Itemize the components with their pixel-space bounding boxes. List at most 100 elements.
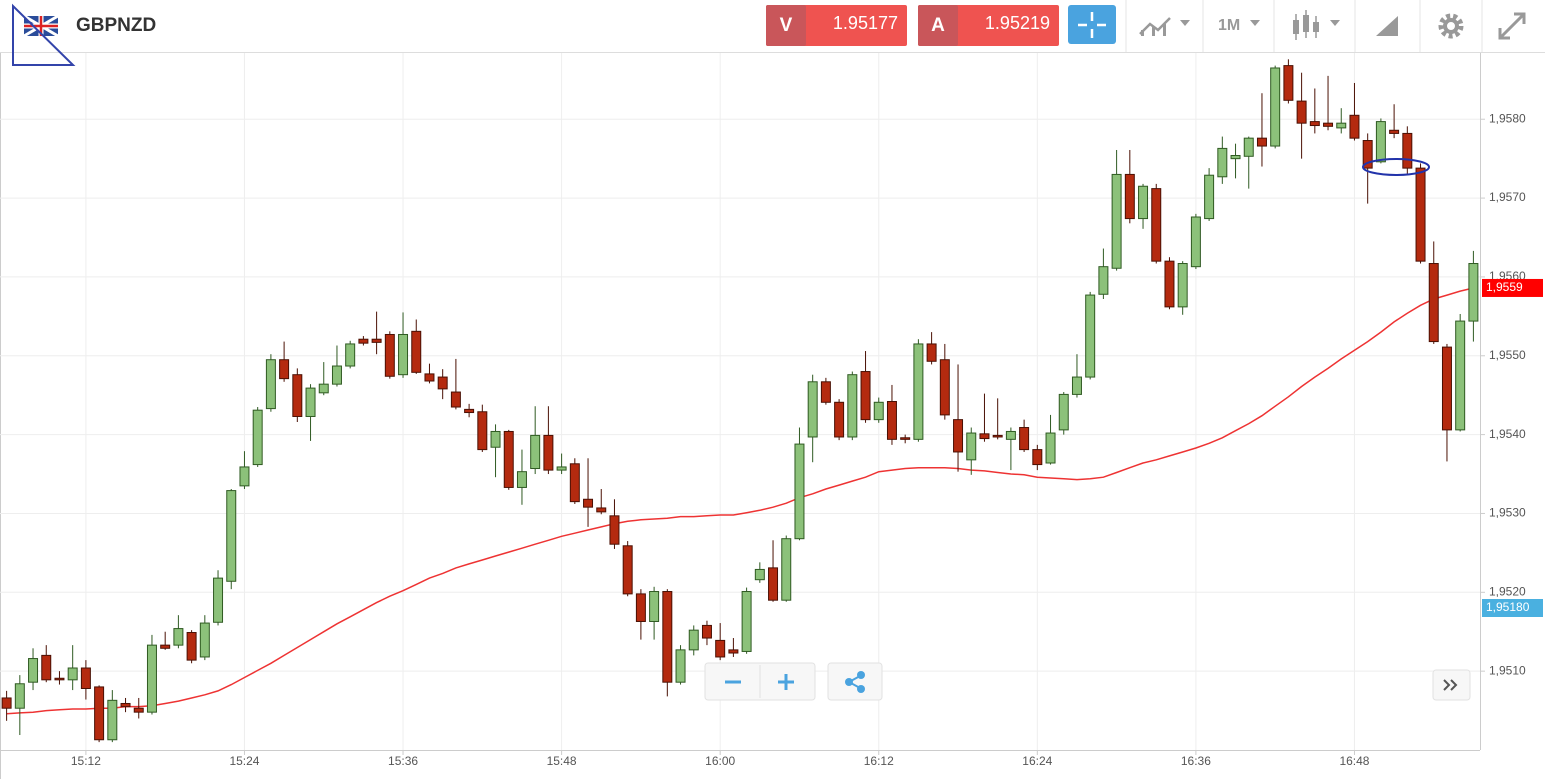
toolbar-icons: 1M [1125, 0, 1526, 52]
moving-average-line [6, 287, 1474, 715]
candle-body [1323, 122, 1334, 127]
candle-body [1336, 122, 1347, 129]
candle-body [1124, 173, 1135, 220]
candle-body [450, 391, 461, 408]
price-tag-box [1482, 278, 1543, 297]
drawing-button[interactable] [1376, 16, 1398, 36]
candle-body [398, 333, 409, 376]
candle-body [1032, 449, 1043, 466]
candle-body [424, 373, 435, 382]
settings-button[interactable] [1438, 13, 1464, 39]
candle-body [807, 381, 818, 438]
fullscreen-button[interactable] [1498, 12, 1526, 40]
candle-body [583, 498, 594, 508]
x-tick-label: 16:12 [864, 754, 894, 768]
candle-body [14, 683, 25, 709]
y-tick-label: 1,9530 [1489, 506, 1526, 520]
candle-body [1204, 174, 1215, 220]
candle-body [1138, 185, 1149, 220]
price-tag-label: 1,9559 [1486, 280, 1523, 294]
timeframe-button[interactable]: 1M [1218, 17, 1260, 34]
candle-body [688, 629, 699, 651]
candle-body [556, 466, 567, 471]
candle-body [715, 639, 726, 658]
candle-body [569, 463, 580, 503]
ellipse-annotation [1362, 158, 1430, 176]
candle-body [1256, 137, 1267, 147]
scroll-end-button[interactable] [1432, 669, 1471, 701]
sell-button[interactable]: V 1.95177 [766, 5, 907, 46]
candle-body [900, 437, 911, 440]
candle-body [1389, 129, 1400, 134]
buy-button[interactable]: A 1.95219 [918, 5, 1059, 46]
candle-body [1468, 263, 1479, 322]
candle-body [1441, 346, 1452, 431]
x-tick-label: 16:48 [1339, 754, 1369, 768]
candle-body [252, 409, 263, 466]
candle-body [820, 381, 831, 403]
candle-body [754, 568, 765, 581]
candle-body [873, 401, 884, 421]
candle-body [331, 365, 342, 385]
candle-body [1455, 320, 1466, 431]
candle-body [437, 376, 448, 390]
candle-body [213, 577, 224, 623]
share-button[interactable] [827, 662, 883, 701]
candle-body [305, 387, 316, 417]
candle-body [781, 538, 792, 601]
candle-body [516, 471, 527, 488]
candle-body [847, 374, 858, 438]
candle-body [741, 591, 752, 652]
candle-body [384, 333, 395, 377]
candle-body [503, 430, 514, 488]
candle-body [1058, 393, 1069, 431]
x-tick-label: 16:00 [705, 754, 735, 768]
candle-body [966, 432, 977, 461]
candle-body [728, 649, 739, 654]
candle-body [226, 490, 237, 582]
candle-body [160, 644, 171, 649]
candle-body [186, 632, 197, 661]
candle-body [133, 707, 144, 713]
candle-body [1071, 376, 1082, 395]
timeframe: 1M [1218, 17, 1240, 34]
sell-price: 1.95177 [833, 13, 898, 33]
candle-body [464, 408, 475, 414]
candle-body [477, 411, 488, 451]
zoom-in-button[interactable] [778, 674, 794, 690]
candle-body [80, 667, 91, 689]
candle-body [953, 419, 964, 453]
y-tick-label: 1,9580 [1489, 111, 1526, 125]
candle-body [768, 567, 779, 601]
x-tick-label: 16:36 [1181, 754, 1211, 768]
candle-body [54, 677, 65, 681]
candle-type-button[interactable] [1293, 10, 1340, 40]
candle-body [1230, 155, 1241, 160]
chart-type-button[interactable] [1139, 17, 1190, 36]
y-tick-label: 1,9550 [1489, 348, 1526, 362]
x-tick-label: 15:36 [388, 754, 418, 768]
candle-body [67, 667, 78, 681]
candle-body [28, 658, 39, 683]
candle-body [318, 383, 329, 394]
candle-body [1085, 294, 1096, 378]
candle-body [1270, 67, 1281, 147]
candle-body [199, 622, 210, 658]
sell-label: V [780, 15, 793, 36]
crosshair-button[interactable] [1068, 5, 1116, 44]
candle-body [1243, 137, 1254, 157]
candle-body [662, 591, 673, 683]
candle-body [1098, 266, 1109, 295]
candle-body [926, 343, 937, 362]
candle-body [596, 507, 607, 513]
candle-body [675, 649, 686, 683]
x-tick-label: 15:24 [229, 754, 259, 768]
candle-body [635, 593, 646, 622]
buy-label: A [931, 15, 945, 36]
y-tick-label: 1,9520 [1489, 584, 1526, 598]
candle-body [609, 515, 620, 545]
price-tag-box [1482, 599, 1543, 617]
candle-body [1019, 427, 1030, 451]
